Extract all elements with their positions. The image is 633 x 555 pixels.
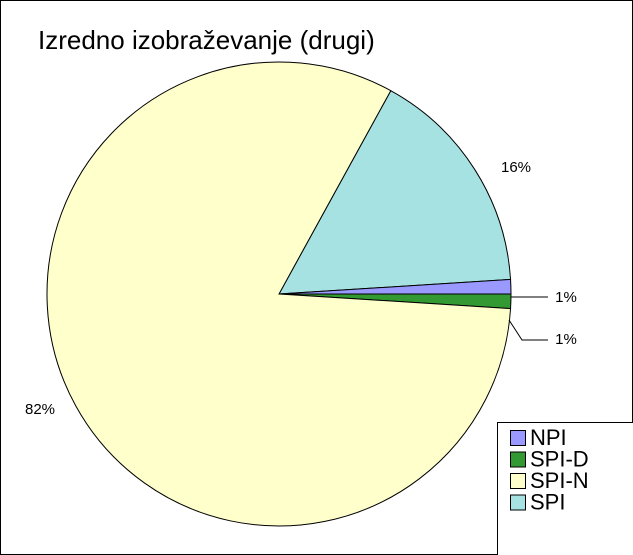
pie-slice (46, 61, 512, 527)
legend-label: SPI-N (530, 468, 589, 493)
data-label: 16% (501, 159, 531, 176)
legend-swatch (510, 473, 526, 489)
legend-label: SPI-D (530, 446, 589, 471)
legend-label: NPI (530, 425, 567, 450)
leader-line (508, 319, 548, 341)
legend-label: SPI (530, 489, 565, 514)
data-label: 1% (555, 289, 577, 306)
data-label: 82% (25, 401, 55, 418)
chart-title: Izredno izobraževanje (drugi) (38, 25, 375, 55)
data-label: 1% (555, 331, 577, 348)
pie-slice (278, 90, 512, 295)
legend-swatch (510, 451, 526, 468)
legend-swatch (510, 430, 526, 446)
legend-swatch (510, 494, 526, 511)
